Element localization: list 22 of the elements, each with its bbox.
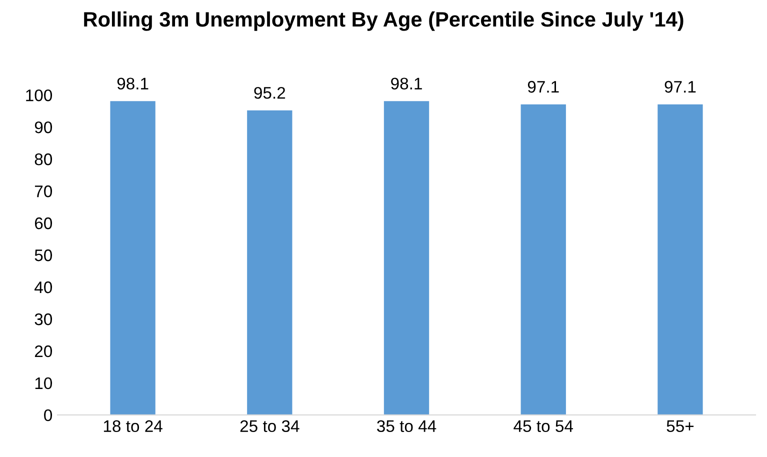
data-label: 97.1 <box>664 80 696 93</box>
data-label: 98.1 <box>391 78 422 90</box>
y-tick-label: 50 <box>34 249 52 262</box>
x-tick-label: 18 to 24 <box>104 420 162 432</box>
y-tick-label: 10 <box>35 377 52 390</box>
y-tick-label: 40 <box>34 281 52 294</box>
y-tick-label: 90 <box>34 121 52 134</box>
y-tick-label: 60 <box>34 217 52 230</box>
y-tick-label: 20 <box>34 345 52 358</box>
y-tick-label: 100 <box>26 89 52 102</box>
x-tick-label: 45 to 54 <box>514 420 573 432</box>
x-tick-label: 25 to 34 <box>240 420 300 432</box>
data-label: 97.1 <box>528 80 559 93</box>
x-tick-label: 55+ <box>666 420 694 432</box>
y-tick-label: 0 <box>44 409 52 422</box>
y-tick-label: 80 <box>34 153 52 166</box>
chart-title: Rolling 3m Unemployment By Age (Percentile Since July '14) <box>84 11 684 31</box>
y-tick-label: 30 <box>34 313 52 326</box>
y-tick-label: 70 <box>34 185 52 198</box>
x-tick-label: 35 to 44 <box>377 420 436 432</box>
data-label: 95.2 <box>254 86 286 99</box>
data-label: 98.1 <box>117 78 148 90</box>
